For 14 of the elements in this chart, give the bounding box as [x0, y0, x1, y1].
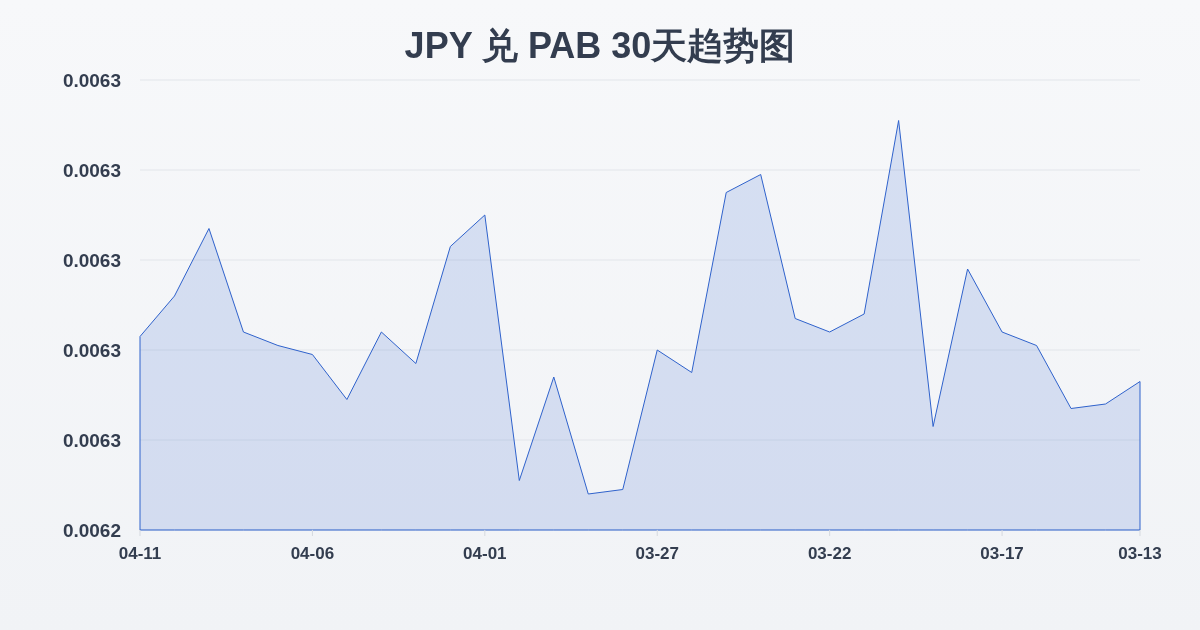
y-tick-label: 0.0062	[62, 519, 121, 541]
chart-title: JPY 兑 PAB 30天趋势图	[404, 25, 796, 66]
x-tick-label: 04-01	[463, 544, 507, 563]
y-tick-label: 0.0063	[62, 159, 121, 181]
y-tick-label: 0.0063	[62, 339, 121, 361]
y-tick-label: 0.0063	[62, 69, 121, 91]
x-tick-label: 03-13	[1118, 544, 1162, 563]
x-tick-label: 03-17	[980, 544, 1024, 563]
x-tick-label: 04-06	[290, 544, 335, 563]
x-tick-label: 03-22	[807, 544, 852, 563]
x-tick-label: 03-27	[635, 544, 679, 563]
y-tick-label: 0.0063	[62, 249, 121, 271]
x-tick-label: 04-11	[118, 544, 162, 563]
y-tick-label: 0.0063	[62, 429, 121, 451]
